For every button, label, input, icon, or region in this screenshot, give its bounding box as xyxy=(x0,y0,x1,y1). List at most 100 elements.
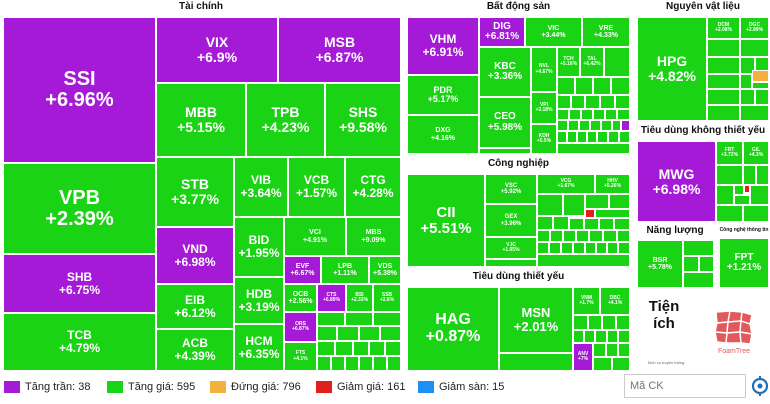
tile-small[interactable] xyxy=(756,165,769,185)
tile-small[interactable] xyxy=(743,205,769,222)
tile-small[interactable] xyxy=(597,131,608,143)
tile-small[interactable] xyxy=(601,120,612,131)
tile-vds[interactable]: VDS +5.38% xyxy=(369,256,401,284)
tile-vsc[interactable]: VSC +5.92% xyxy=(485,174,537,204)
tile-small[interactable] xyxy=(605,109,617,120)
tile-pdr[interactable]: PDR +5.17% xyxy=(407,75,479,115)
tile-small[interactable] xyxy=(573,330,584,343)
foamtree-logo[interactable]: FoamTree xyxy=(708,308,760,360)
tile-small[interactable] xyxy=(553,216,569,230)
tile-hcm[interactable]: HCM +6.35% xyxy=(234,324,284,371)
tile-cts[interactable]: CTS +6.89% xyxy=(317,284,346,312)
tile-vcg[interactable]: VCG +1.67% xyxy=(537,174,595,194)
tile-small[interactable] xyxy=(609,194,630,209)
tile-small[interactable] xyxy=(606,343,618,357)
tile-small[interactable] xyxy=(369,341,385,356)
tile-small[interactable] xyxy=(595,330,607,343)
tile-small[interactable] xyxy=(683,240,714,256)
tile-small[interactable] xyxy=(557,95,571,109)
tile-small[interactable] xyxy=(317,356,331,371)
tile-small[interactable] xyxy=(499,353,573,371)
tile-lpb[interactable]: LPB +1.11% xyxy=(321,256,369,284)
tile-small[interactable] xyxy=(587,131,597,143)
tile-small[interactable] xyxy=(581,109,593,120)
tile-small[interactable] xyxy=(683,256,699,272)
tile-small[interactable] xyxy=(740,89,755,105)
tile-vpi[interactable]: VPI +3.18% xyxy=(531,92,557,124)
tile-small[interactable] xyxy=(588,315,602,330)
tile-small[interactable] xyxy=(485,259,537,267)
tile-small[interactable] xyxy=(345,312,373,326)
tile-cii[interactable]: CII +5.51% xyxy=(407,174,485,267)
tile-hag[interactable]: HAG +0.87% xyxy=(407,287,499,371)
tile-fts[interactable]: FTS +4.1% xyxy=(284,342,317,371)
tile-small[interactable] xyxy=(734,195,750,205)
tile-mbs[interactable]: MBS +9.09% xyxy=(346,217,401,256)
tile-small[interactable] xyxy=(608,131,619,143)
tile-small[interactable] xyxy=(616,315,630,330)
tile-small[interactable] xyxy=(537,242,549,254)
tile-vjc[interactable]: VJC +1.05% xyxy=(485,237,537,259)
tile-small[interactable] xyxy=(576,230,589,242)
tile-small[interactable] xyxy=(612,120,621,131)
tile-gex[interactable]: GEX +3.96% xyxy=(485,204,537,237)
tile-small[interactable] xyxy=(359,356,373,371)
tile-small[interactable] xyxy=(603,230,617,242)
tile-small[interactable] xyxy=(618,330,630,343)
tile-vic[interactable]: VIC +3.44% xyxy=(525,17,582,47)
tile-small[interactable] xyxy=(573,242,585,254)
tile-small[interactable] xyxy=(707,105,740,121)
tile-small[interactable] xyxy=(716,205,743,222)
tile-ssb[interactable]: SSB +2.6% xyxy=(373,284,401,312)
tile-dxg[interactable]: DXG +4.16% xyxy=(407,115,479,154)
tile-small[interactable] xyxy=(716,165,743,185)
tile-small[interactable] xyxy=(584,330,595,343)
tile-small[interactable] xyxy=(740,74,752,89)
tile-small[interactable] xyxy=(707,39,740,57)
tile-small[interactable] xyxy=(600,95,615,109)
tile-small-down[interactable] xyxy=(744,185,750,193)
tile-small[interactable] xyxy=(557,143,630,154)
tile-kbc[interactable]: KBC +3.36% xyxy=(479,47,531,97)
tile-small[interactable] xyxy=(571,95,585,109)
tile-mbb[interactable]: MBB +5.15% xyxy=(156,83,246,157)
tile-dcm[interactable]: DCM +2.08% xyxy=(707,17,740,39)
tile-small[interactable] xyxy=(335,341,353,356)
tile-small[interactable] xyxy=(557,131,567,143)
tile-small[interactable] xyxy=(317,312,345,326)
tile-small[interactable] xyxy=(479,148,531,154)
settings-icon[interactable] xyxy=(751,376,769,396)
tile-small[interactable] xyxy=(593,77,611,95)
tile-eib[interactable]: EIB +6.12% xyxy=(156,284,234,329)
tile-small[interactable] xyxy=(577,131,587,143)
tile-hhv[interactable]: HHV +5.26% xyxy=(595,174,630,194)
tile-mwg[interactable]: MWG +6.98% xyxy=(637,141,716,222)
tile-small[interactable] xyxy=(345,356,359,371)
tile-small[interactable] xyxy=(755,89,769,105)
tile-small[interactable] xyxy=(337,326,359,341)
tile-small[interactable] xyxy=(563,230,576,242)
tile-msn[interactable]: MSN +2.01% xyxy=(499,287,573,353)
tile-kdh[interactable]: KDH +5.5% xyxy=(531,124,557,154)
tile-small[interactable] xyxy=(752,82,769,89)
tile-small[interactable] xyxy=(617,230,630,242)
tile-small[interactable] xyxy=(619,131,630,143)
tile-small[interactable] xyxy=(607,242,618,254)
tile-small[interactable] xyxy=(585,95,600,109)
tile-small[interactable] xyxy=(584,218,599,230)
tile-hpg[interactable]: HPG +4.82% xyxy=(637,17,707,121)
tile-small[interactable] xyxy=(537,254,630,267)
tile-small[interactable] xyxy=(716,185,734,205)
tile-gil[interactable]: GIL +4.3% xyxy=(743,141,769,165)
tile-small-down[interactable] xyxy=(585,209,595,218)
tile-small[interactable] xyxy=(569,218,584,230)
tile-small[interactable] xyxy=(699,256,714,272)
tile-small[interactable] xyxy=(602,315,616,330)
tile-small[interactable] xyxy=(567,131,577,143)
tile-small[interactable] xyxy=(561,242,573,254)
tile-anv[interactable]: ANV +7% xyxy=(573,343,593,371)
tile-vnd[interactable]: VND +6.98% xyxy=(156,227,234,284)
tile-vhm[interactable]: VHM +6.91% xyxy=(407,17,479,75)
tile-small-flat[interactable] xyxy=(752,70,769,82)
tile-vnm[interactable]: VNM +1.7% xyxy=(573,287,600,315)
